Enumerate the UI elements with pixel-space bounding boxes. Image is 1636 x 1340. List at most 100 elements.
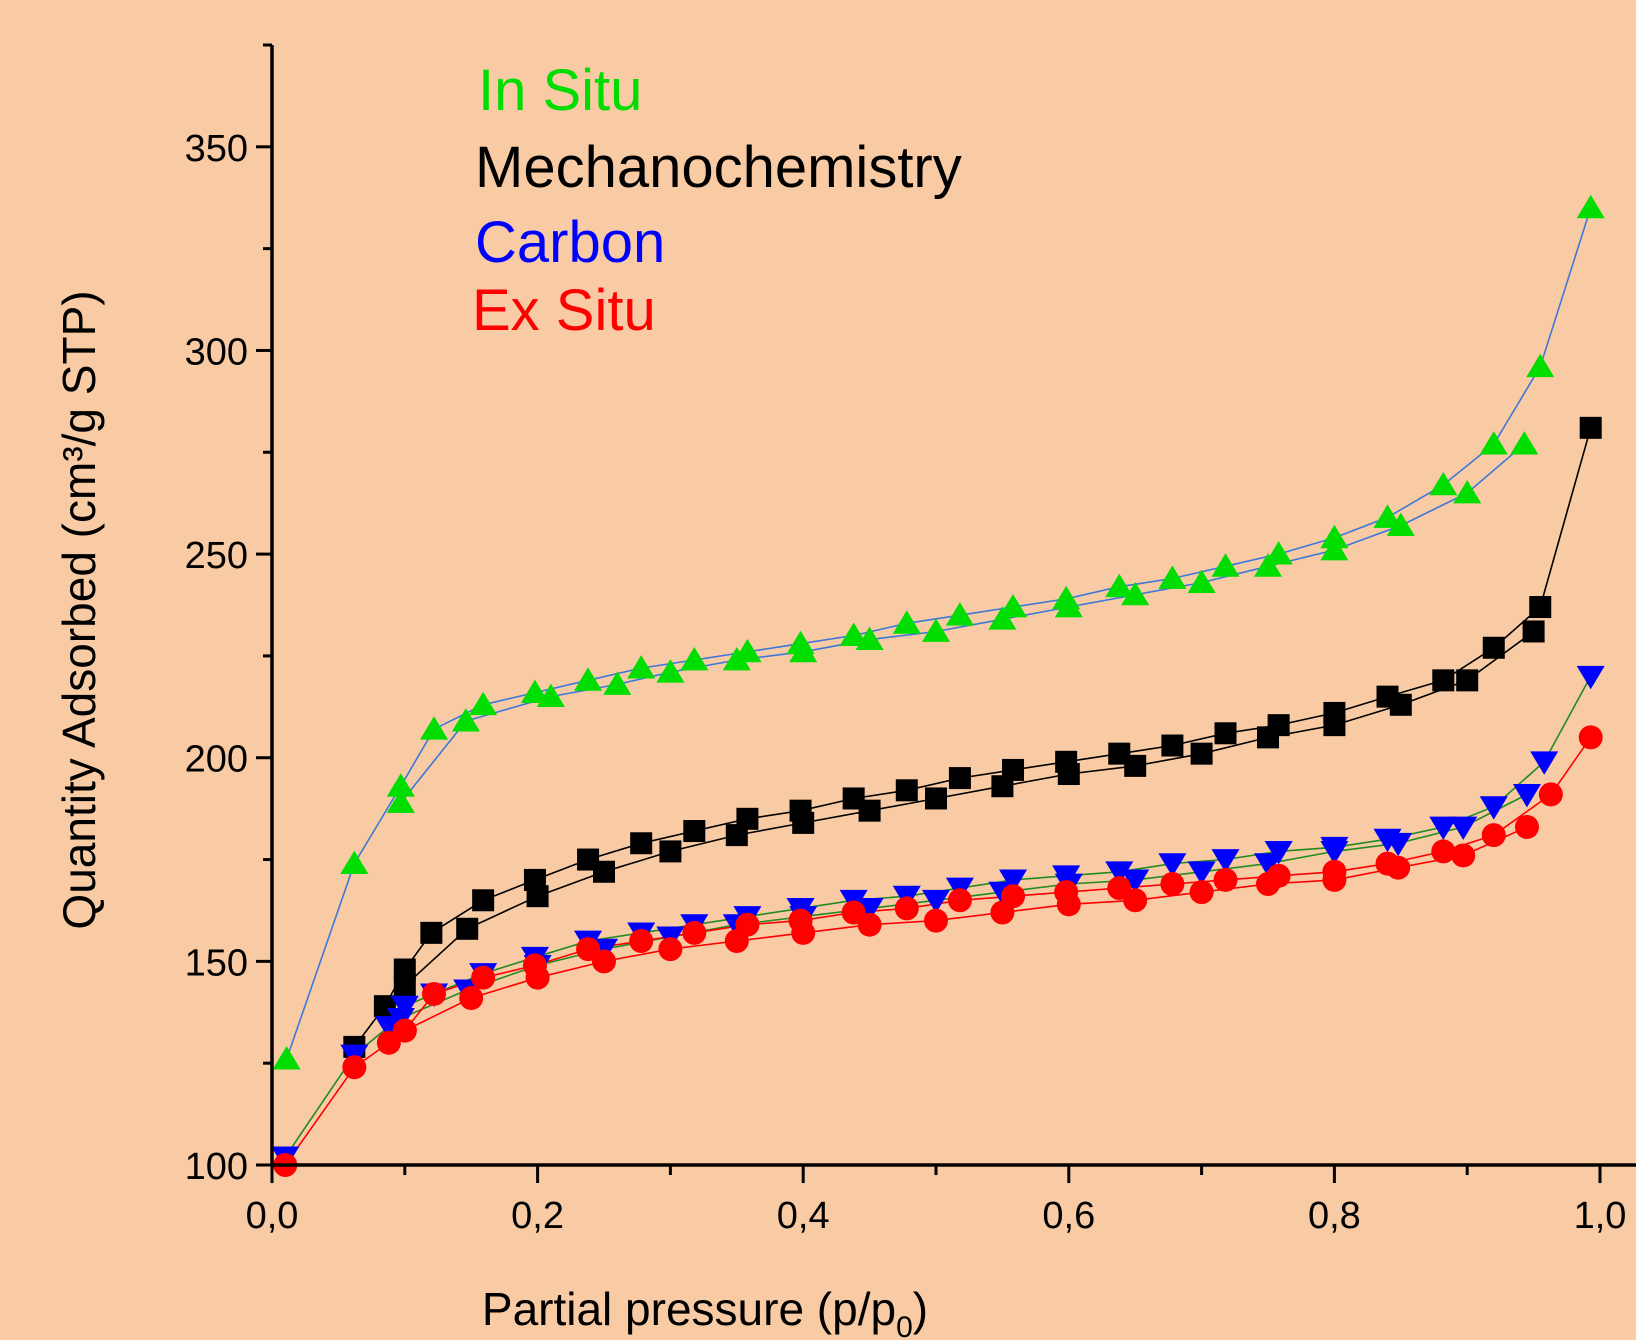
in-situ-adsorption-point	[469, 691, 498, 716]
ex-situ-desorption-point	[592, 949, 616, 974]
ex-situ-desorption-point	[1514, 814, 1539, 839]
mechanochemistry-adsorption-point	[472, 889, 495, 912]
ex-situ-desorption-point	[924, 908, 948, 933]
ex-situ-desorption-point	[525, 965, 550, 990]
mechanochemistry-desorption-point	[925, 787, 947, 810]
in-situ-adsorption-point	[998, 594, 1028, 618]
axes-layer: 100 150 200 250 300 350 0,0 0,2 0,4 0,6 0,8 1,0	[185, 43, 1636, 1237]
mechanochemistry-desorption-point	[1456, 669, 1479, 692]
ex-situ-desorption-point	[1386, 855, 1411, 880]
mechanochemistry-desorption-point	[1057, 763, 1080, 786]
ex-situ-desorption-point	[658, 937, 683, 962]
carbon-desorption-point	[921, 889, 951, 914]
in-situ-adsorption-point	[1576, 194, 1605, 219]
ex-situ-adsorption-point	[629, 929, 654, 953]
mechanochemistry-desorption-point	[526, 885, 549, 908]
y-tick-label: 200	[185, 739, 248, 781]
in-situ-adsorption-point	[839, 622, 868, 646]
ex-situ-adsorption-point	[894, 896, 919, 921]
y-tick-label: 250	[185, 535, 248, 577]
mechanochemistry-desorption-point	[1190, 742, 1213, 765]
in-situ-desorption-point	[722, 646, 751, 671]
x-tick-label: 0,4	[777, 1195, 830, 1237]
carbon-desorption-point	[1121, 869, 1150, 893]
series-layer	[271, 194, 1605, 1177]
carbon-adsorption-point	[1429, 816, 1458, 840]
carbon-desorption-point	[1253, 853, 1283, 877]
ex-situ-desorption-point	[1189, 880, 1214, 905]
ex-situ-adsorption-point	[947, 888, 972, 913]
in-situ-adsorption-point	[1429, 471, 1458, 496]
mechanochemistry-adsorption-point	[1482, 636, 1505, 659]
mechanochemistry-desorption-point	[659, 840, 682, 863]
mechanochemistry-desorption-point	[858, 799, 881, 822]
in-situ-desorption-point	[1386, 512, 1415, 536]
in-situ-desorption-point	[921, 618, 951, 642]
x-axis-title-main: Partial pressure (p/p	[482, 1283, 896, 1335]
ex-situ-desorption-point	[990, 900, 1015, 925]
carbon-adsorption-point	[390, 995, 419, 1020]
x-axis-title-close: )	[913, 1283, 928, 1335]
in-situ-desorption-point	[536, 683, 565, 708]
ex-situ-desorption-point	[791, 920, 816, 945]
mechanochemistry-desorption-point	[1522, 620, 1545, 643]
in-situ-desorption-point	[451, 708, 480, 732]
mechanochemistry-adsorption-point	[1529, 596, 1552, 619]
mechanochemistry-desorption-point	[991, 775, 1014, 798]
in-situ-desorption-point	[855, 626, 884, 651]
in-situ-adsorption-point	[520, 679, 549, 703]
ex-situ-adsorption-point	[1160, 871, 1185, 896]
carbon-adsorption-point	[1211, 849, 1240, 873]
mechanochemistry-desorption-point	[593, 860, 615, 883]
x-tick-label: 0,2	[511, 1195, 564, 1237]
mechanochemistry-adsorption-point	[1161, 734, 1184, 757]
carbon-adsorption-point	[998, 869, 1028, 893]
y-tick-label: 150	[185, 942, 248, 984]
mechanochemistry-adsorption-point	[895, 779, 918, 802]
x-tick-label: 0,8	[1308, 1195, 1361, 1237]
ex-situ-desorption-point	[1451, 843, 1476, 868]
in-situ-desorption-point	[656, 659, 685, 683]
in-situ-adsorption-point	[1211, 553, 1240, 577]
ex-situ-adsorption-point	[422, 981, 447, 1006]
in-situ-adsorption-point	[1158, 565, 1187, 589]
in-situ-desorption-point	[988, 606, 1017, 630]
in-situ-adsorption-point	[627, 655, 656, 679]
ex-situ-adsorption-point	[1538, 782, 1563, 807]
mechanochemistry-adsorption-point	[683, 820, 706, 843]
carbon-desorption-point	[1187, 861, 1216, 885]
mechanochemistry-desorption-point	[456, 917, 479, 940]
mechanochemistry-desorption-point	[1323, 714, 1346, 737]
carbon-adsorption-point	[1576, 665, 1605, 690]
in-situ-adsorption-point	[419, 716, 449, 740]
in-situ-adsorption-point	[945, 602, 974, 626]
carbon-desorption-point	[1512, 783, 1541, 808]
in-situ-desorption-point	[1510, 431, 1539, 455]
in-situ-desorption-point	[1054, 594, 1083, 618]
legend-entry-ex-situ: Ex Situ	[472, 278, 656, 343]
in-situ-adsorption-point	[1373, 504, 1402, 528]
carbon-desorption-point	[1320, 841, 1349, 865]
mechanochemistry-adsorption-point	[1214, 722, 1237, 745]
carbon-desorption-point	[855, 898, 884, 922]
legend-entry-mechanochemistry: Mechanochemistry	[475, 135, 962, 200]
y-tick-label: 350	[185, 128, 248, 170]
mechanochemistry-desorption-point	[1389, 693, 1412, 716]
y-axis-title: Quantity Adsorbed (cm³/g STP)	[53, 290, 105, 929]
mechanochemistry-desorption-point	[393, 974, 416, 997]
in-situ-desorption-point	[603, 671, 632, 695]
carbon-desorption-point	[1449, 816, 1478, 840]
mechanochemistry-adsorption-point	[420, 921, 443, 944]
x-tick-label: 1,0	[1574, 1195, 1627, 1237]
ex-situ-desorption-point	[1123, 888, 1148, 913]
mechanochemistry-adsorption-point	[630, 832, 653, 855]
mechanochemistry-adsorption-point	[948, 767, 971, 790]
in-situ-adsorption-point	[272, 1046, 301, 1070]
in-situ-desorption-point	[1121, 581, 1150, 606]
ex-situ-adsorption-point	[1481, 823, 1506, 848]
in-situ-desorption-point	[1253, 553, 1283, 577]
mechanochemistry-desorption-point	[1124, 754, 1147, 777]
